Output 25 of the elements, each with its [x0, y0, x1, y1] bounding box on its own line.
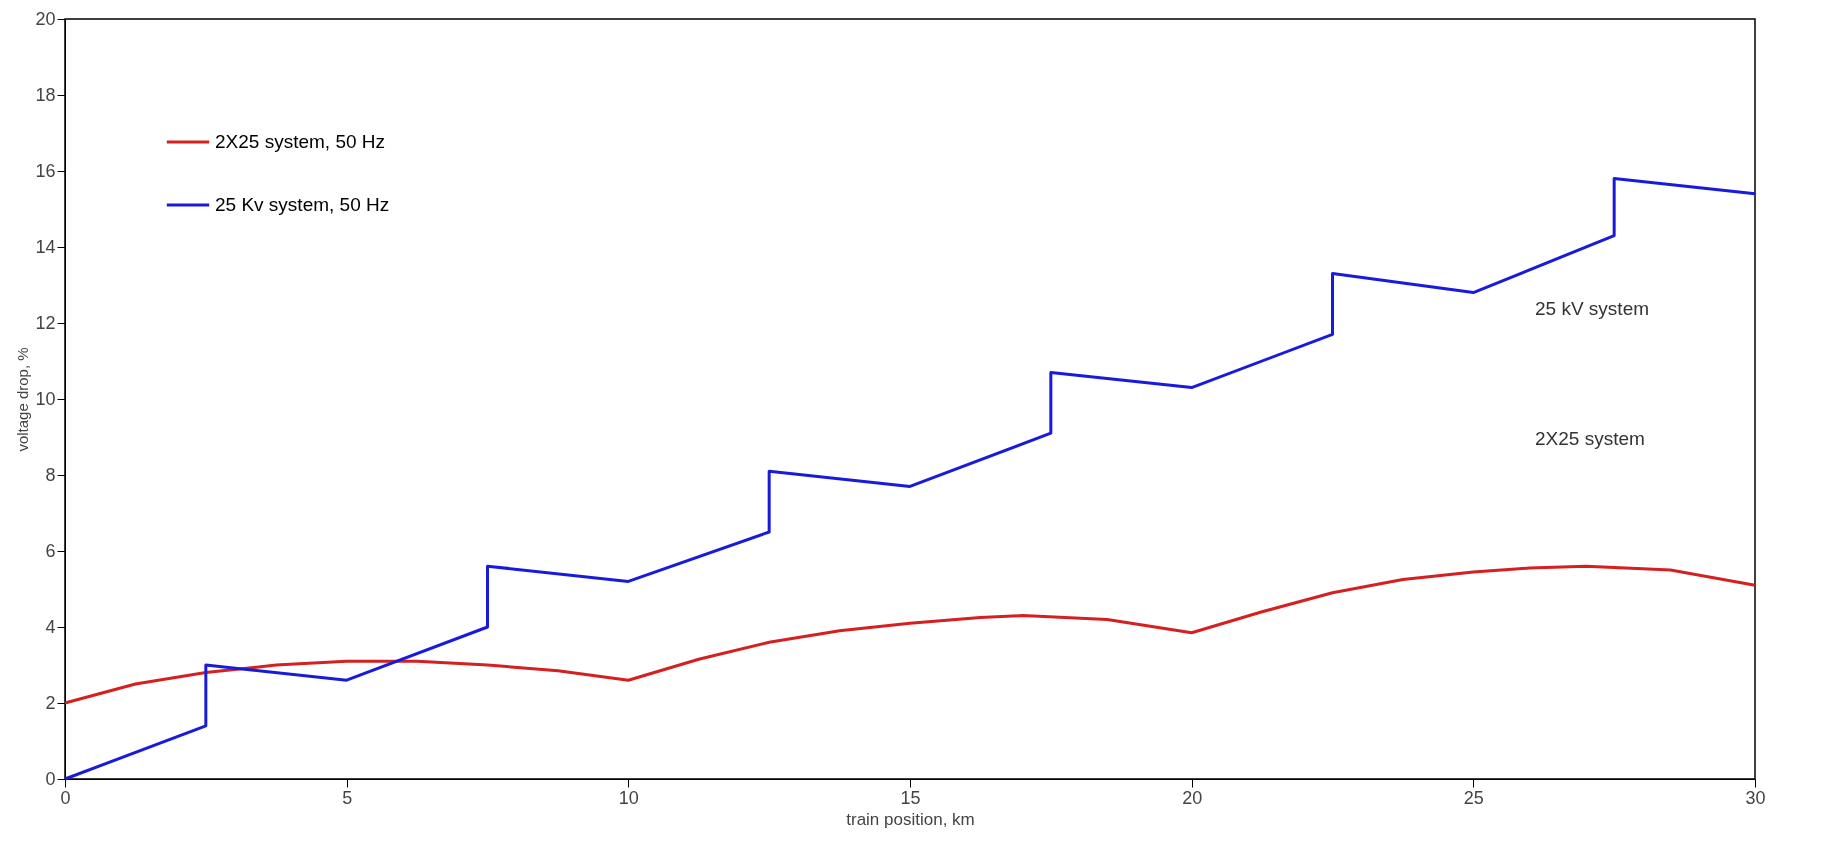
y-tick-label: 18: [35, 84, 56, 105]
y-tick-label: 0: [45, 768, 56, 789]
line-series: [63, 564, 1757, 705]
x-tick-label: 20: [1182, 787, 1203, 808]
x-tick-label: 10: [618, 787, 639, 808]
x-tick-label: 5: [342, 787, 353, 808]
y-tick-label: 10: [35, 388, 56, 409]
x-axis-title: train position, km: [846, 809, 975, 829]
legend-label: 25 Kv system, 50 Hz: [215, 194, 390, 215]
y-tick-label: 6: [45, 540, 56, 561]
x-tick-label: 30: [1745, 787, 1766, 808]
x-tick-label: 15: [900, 787, 921, 808]
y-axis-title: voltage drop, %: [14, 347, 32, 452]
y-tick-label: 20: [35, 8, 56, 29]
y-tick-label: 14: [35, 236, 56, 257]
x-tick-label: 25: [1463, 787, 1484, 808]
y-tick-label: 4: [45, 616, 56, 637]
y-tick-label: 12: [35, 312, 56, 333]
y-tick-label: 8: [45, 464, 56, 485]
annotation: 25 kV system: [1535, 298, 1650, 319]
x-tick-label: 0: [60, 787, 71, 808]
annotation: 2X25 system: [1535, 428, 1645, 449]
y-tick-label: 2: [45, 692, 56, 713]
legend-label: 2X25 system, 50 Hz: [215, 131, 386, 152]
y-tick-label: 16: [35, 160, 56, 181]
